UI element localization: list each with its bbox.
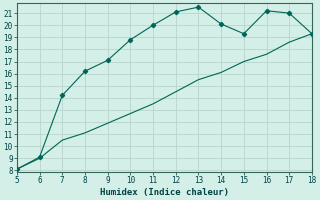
X-axis label: Humidex (Indice chaleur): Humidex (Indice chaleur) xyxy=(100,188,229,197)
